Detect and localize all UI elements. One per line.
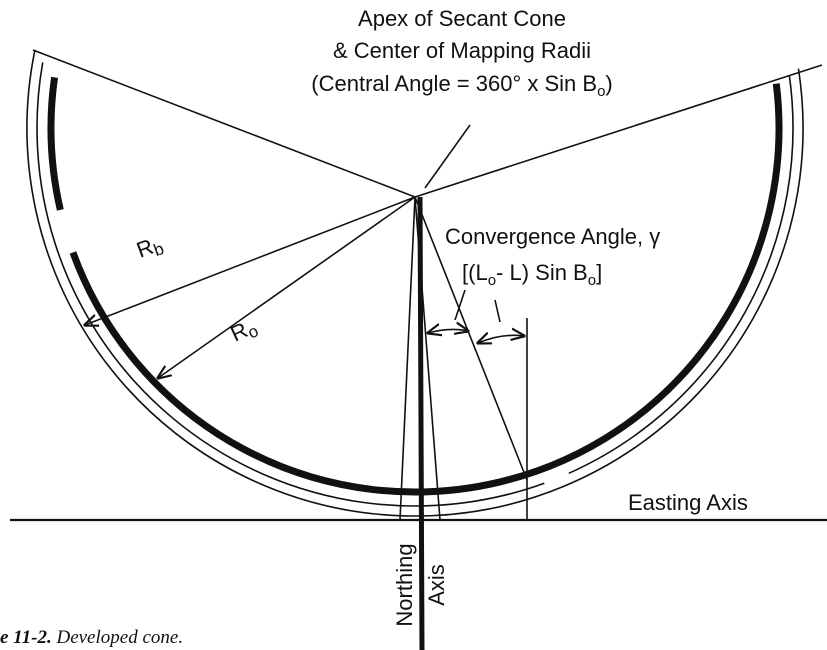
easting-label: Easting Axis bbox=[628, 490, 748, 515]
title-line: & Center of Mapping Radii bbox=[333, 38, 591, 63]
text: (Central Angle = 360° x Sin B bbox=[311, 71, 597, 96]
subscript: o bbox=[597, 83, 605, 100]
text: ) bbox=[605, 71, 612, 96]
arc bbox=[47, 76, 64, 211]
convergence-formula: [(Lo- L) Sin Bo] bbox=[462, 260, 602, 289]
title-line: Apex of Secant Cone bbox=[358, 6, 566, 31]
meridian bbox=[399, 196, 416, 521]
caption: e 11-2. Developed cone. bbox=[0, 627, 183, 648]
meridian bbox=[414, 196, 528, 481]
title-line: (Central Angle = 360° x Sin Bo) bbox=[311, 71, 612, 100]
subscript: o bbox=[588, 272, 596, 289]
subscript: o bbox=[488, 272, 496, 289]
arc bbox=[26, 50, 804, 517]
radius-ro bbox=[158, 196, 416, 378]
text: - L) Sin B bbox=[496, 260, 588, 285]
radius-rb bbox=[85, 196, 416, 325]
caption-number: e 11-2. bbox=[0, 627, 52, 648]
caption-text: Developed cone. bbox=[52, 627, 183, 648]
cone-edge bbox=[32, 49, 416, 198]
cone-edge bbox=[414, 64, 823, 198]
text: [(L bbox=[462, 260, 488, 285]
cone-arcs bbox=[26, 50, 804, 517]
arc bbox=[69, 83, 783, 496]
radius-label: Ro bbox=[227, 313, 262, 349]
angle-arrow bbox=[478, 335, 524, 343]
angle-arrow bbox=[428, 329, 468, 333]
leader-line bbox=[454, 289, 466, 321]
convergence-label: Convergence Angle, γ bbox=[445, 224, 660, 249]
northing-label: Northing bbox=[392, 543, 417, 626]
northing-label: Axis bbox=[424, 564, 449, 606]
arc bbox=[36, 62, 545, 507]
northing-axis bbox=[417, 196, 425, 650]
leader-line bbox=[494, 299, 501, 323]
text: ] bbox=[596, 260, 602, 285]
radius-label: Rb bbox=[133, 231, 166, 266]
leader-line bbox=[424, 124, 471, 189]
arc bbox=[568, 75, 794, 475]
